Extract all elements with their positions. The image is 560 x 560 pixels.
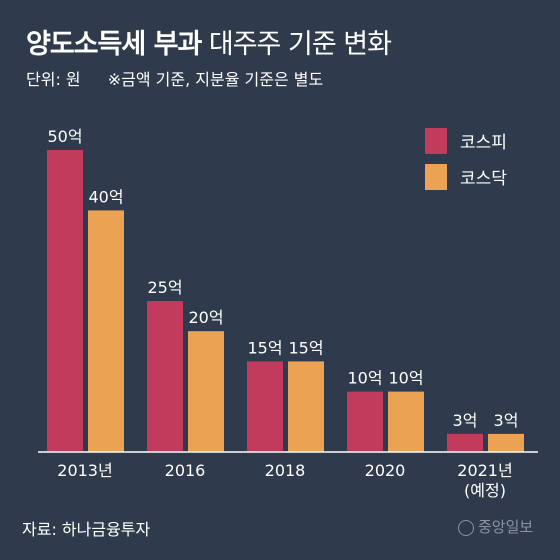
data-label: 50억 xyxy=(47,127,82,146)
bar-kosdaq-1 xyxy=(188,331,224,452)
data-label: 10억 xyxy=(388,369,423,388)
logo-text: 중앙일보 xyxy=(478,518,534,536)
unit-label: 단위: 원 xyxy=(26,70,81,89)
legend-label: 코스닥 xyxy=(460,169,507,189)
x-tick-label: 2013년 xyxy=(57,461,112,480)
bar-kospi-1 xyxy=(147,301,183,452)
data-label: 20억 xyxy=(188,308,223,327)
data-label: 3억 xyxy=(494,411,519,430)
x-tick-label: 2021년 xyxy=(457,461,512,480)
x-tick-label: 2018 xyxy=(265,461,306,480)
title-bold: 양도소득세 부과 xyxy=(26,29,202,60)
bar-kospi-0 xyxy=(47,150,83,452)
bar-kospi-2 xyxy=(247,361,283,452)
bar-kosdaq-2 xyxy=(288,361,324,452)
legend-label: 코스피 xyxy=(460,133,507,153)
data-label: 15억 xyxy=(288,338,323,357)
bar-kospi-3 xyxy=(347,391,383,452)
legend-swatch-0 xyxy=(425,128,447,154)
publisher-logo: 중앙일보 xyxy=(458,516,533,537)
title-light: 대주주 기준 변화 xyxy=(208,29,392,60)
subtitle: 단위: 원 ※금액 기준, 지분율 기준은 별도 xyxy=(26,66,323,90)
note-label: ※금액 기준, 지분율 기준은 별도 xyxy=(107,70,324,89)
bar-kosdaq-0 xyxy=(88,210,124,452)
bar-kospi-4 xyxy=(447,433,483,452)
x-tick-label: (예정) xyxy=(464,481,506,500)
data-label: 25억 xyxy=(147,278,182,297)
logo-circle-icon xyxy=(458,519,474,536)
data-label: 40억 xyxy=(88,187,123,206)
page-title: 양도소득세 부과 대주주 기준 변화 xyxy=(26,22,392,61)
data-label: 10억 xyxy=(347,369,382,388)
data-label: 15억 xyxy=(247,338,282,357)
bar-kosdaq-4 xyxy=(488,433,524,452)
x-tick-label: 2020 xyxy=(365,461,406,480)
data-label: 3억 xyxy=(453,411,478,430)
source-label: 자료: 하나금융투자 xyxy=(22,520,151,539)
x-tick-label: 2016 xyxy=(165,461,206,480)
legend-swatch-1 xyxy=(425,164,447,190)
bar-kosdaq-3 xyxy=(388,391,424,452)
